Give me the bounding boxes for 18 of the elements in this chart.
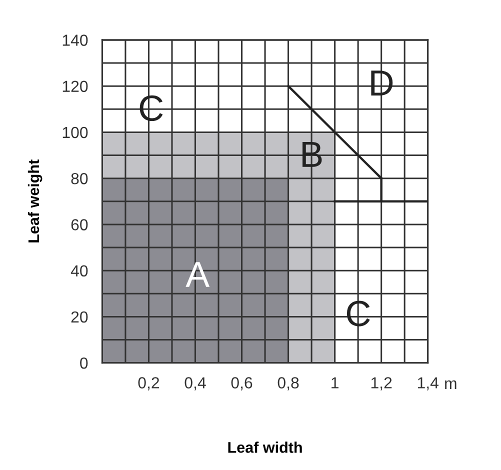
x-tick-label: 0,2 <box>138 377 160 390</box>
x-tick-label: 0,4 <box>184 377 206 390</box>
y-tick-label: 80 <box>71 172 88 184</box>
x-tick-label: 0,6 <box>231 377 252 390</box>
y-tick-label: 40 <box>70 265 88 277</box>
x-tick-label: 1,2 <box>371 377 392 390</box>
x-tick-label: 1 <box>332 377 338 388</box>
y-tick-label: 0 <box>80 357 88 369</box>
y-tick-label: 120 <box>62 80 88 92</box>
x-tick-label: 0,8 <box>278 377 299 390</box>
y-tick-label: 60 <box>71 219 88 230</box>
y-tick-label: 140 <box>62 34 88 46</box>
y-tick-label: 100 <box>62 126 88 138</box>
x-tick-label: 1,4 <box>418 377 438 390</box>
text: m <box>445 380 456 389</box>
x-axis-title: Leaf width <box>228 442 302 453</box>
y-tick-label: 20 <box>71 311 88 323</box>
y-axis-title: Leaf weight <box>28 160 42 242</box>
